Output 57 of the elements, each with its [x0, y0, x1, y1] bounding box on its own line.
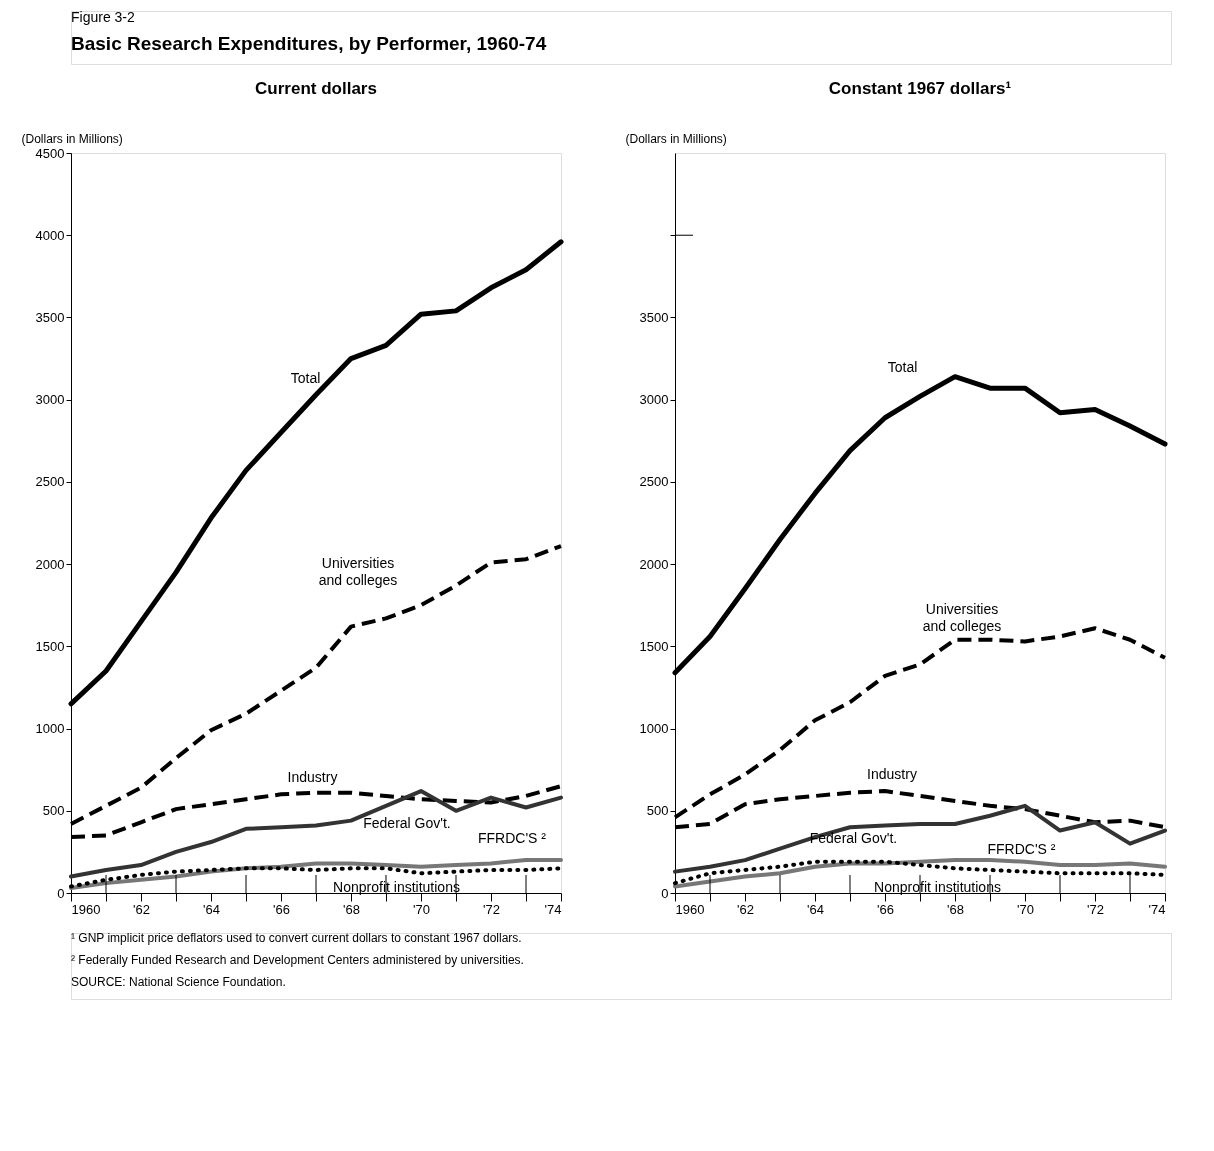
x-tick-label: '70 — [1017, 901, 1034, 917]
x-tick-label: 1960 — [675, 901, 705, 917]
y-tick-label: 3000 — [35, 392, 65, 408]
annotation: FFRDC'S ² — [478, 829, 547, 846]
chart-title: Constant 1967 dollars¹ — [828, 79, 1012, 98]
x-tick-label: '62 — [133, 901, 150, 917]
y-tick-label: 3000 — [639, 392, 669, 408]
annotation: Federal Gov't. — [363, 814, 451, 831]
x-tick-label: '74 — [1148, 901, 1166, 917]
annotation: Nonprofit institutions — [333, 879, 460, 896]
line-series — [673, 803, 1167, 874]
annotation: Total — [887, 359, 918, 376]
source-note: SOURCE: National Science Foundation. — [71, 975, 286, 989]
y-tick-label: 4000 — [35, 227, 65, 243]
x-tick-label: '66 — [273, 901, 290, 917]
y-tick-label: 1000 — [35, 721, 65, 737]
y-tick-label: 1500 — [35, 638, 65, 654]
line-series — [69, 789, 563, 879]
x-tick-label: '72 — [1087, 901, 1104, 917]
x-tick-label: '62 — [737, 901, 754, 917]
x-tick-label: '70 — [413, 901, 430, 917]
y-tick-label: 1500 — [639, 638, 669, 654]
x-tick-label: '66 — [877, 901, 894, 917]
x-tick-label: '64 — [203, 901, 220, 917]
x-tick-label: '72 — [483, 901, 500, 917]
annotation: Nonprofit institutions — [874, 879, 1001, 896]
y-axis-title: (Dollars in Millions) — [625, 131, 727, 146]
y-tick-label: 500 — [42, 803, 65, 819]
y-tick-label: 0 — [661, 885, 669, 901]
annotation: Universities and colleges — [318, 555, 398, 589]
annotation: Total — [290, 370, 321, 387]
y-tick-label: 500 — [646, 803, 669, 819]
y-tick-label: 2000 — [35, 556, 65, 572]
text: ² Federally Funded Research and Development Centers administered by universities. — [71, 953, 524, 967]
y-tick-label: 2500 — [639, 474, 669, 490]
text: Basic Research Expenditures, by Performer, 1960-74 — [71, 33, 547, 54]
x-tick-label: '74 — [544, 901, 562, 917]
caption: Figure 3-2 — [71, 9, 136, 25]
annotation: FFRDC'S ² — [987, 841, 1056, 858]
annotation: Universities and colleges — [922, 601, 1002, 635]
y-tick-label: 3500 — [639, 309, 669, 325]
annotation: Industry — [287, 768, 338, 785]
y-tick-label: 0 — [57, 885, 65, 901]
y-tick-label: 4500 — [35, 145, 65, 161]
y-axis-title: (Dollars in Millions) — [21, 131, 123, 146]
annotation: Federal Gov't. — [809, 829, 898, 846]
y-tick-label: 2500 — [35, 474, 65, 490]
annotation: Industry — [867, 765, 917, 782]
y-tick-label: 1000 — [639, 721, 669, 737]
x-tick-label: '64 — [807, 901, 824, 917]
y-tick-label: 2000 — [639, 556, 669, 572]
x-tick-label: 1960 — [71, 901, 101, 917]
text: ¹ GNP implicit price deflators used to convert current dollars to constant 1967 dollars. — [71, 931, 522, 945]
x-tick-label: '68 — [343, 901, 360, 917]
y-tick-label: 3500 — [35, 309, 65, 325]
x-tick-label: '68 — [947, 901, 964, 917]
chart-title: Current dollars — [255, 79, 377, 98]
